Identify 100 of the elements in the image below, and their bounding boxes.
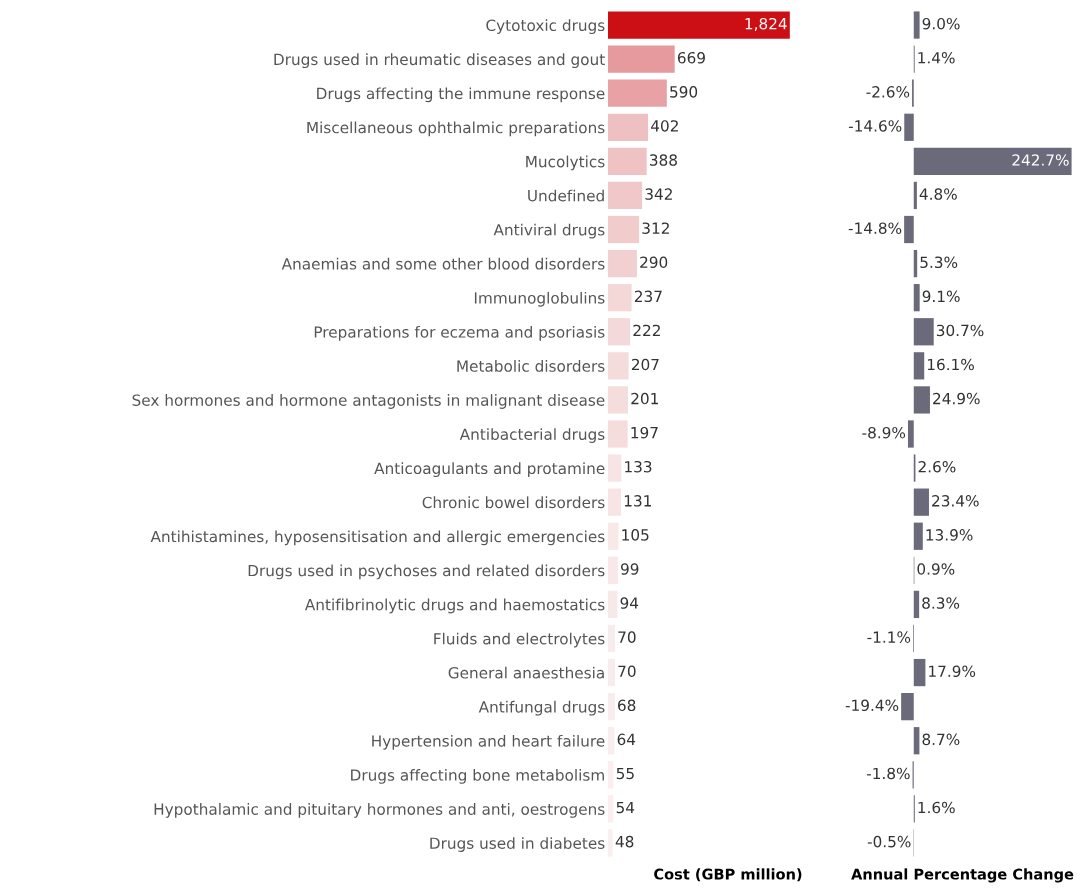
y-tick-label: Undefined <box>528 189 604 202</box>
data-label: 99 <box>621 563 639 575</box>
data-label: 342 <box>645 188 672 200</box>
bar <box>913 284 920 312</box>
y-tick-label: Antifibrinolytic drugs and haemostatics <box>304 598 605 614</box>
data-label: 105 <box>622 529 649 541</box>
data-label: 9.1% <box>922 290 960 303</box>
data-label: 70 <box>618 665 636 677</box>
y-tick-label: Drugs used in diabetes <box>430 837 605 852</box>
y-tick-label: Antiviral drugs <box>493 223 605 239</box>
y-tick-label: Antihistamines, hyposensitisation and allergic emergencies <box>150 530 605 546</box>
data-label: 55 <box>616 767 634 780</box>
bar <box>913 147 1072 175</box>
bar <box>608 249 637 278</box>
y-tick-label: General anaesthesia <box>448 666 604 679</box>
bar <box>608 147 647 175</box>
bar <box>913 386 930 414</box>
y-tick-label: Metabolic disorders <box>457 360 605 372</box>
y-tick-label: Immunoglobulins <box>474 291 605 307</box>
data-label: 1.6% <box>918 801 955 814</box>
data-label: -1.8% <box>866 767 910 780</box>
x-axis-title: Annual Percentage Change <box>851 868 1074 883</box>
bar <box>608 352 629 380</box>
data-label: 13.9% <box>926 529 973 541</box>
data-label: 16.1% <box>927 358 974 371</box>
data-label: 54 <box>616 801 635 814</box>
data-label: 68 <box>618 699 636 712</box>
y-tick-label: Mucolytics <box>526 155 605 171</box>
data-label: 4.8% <box>919 188 957 200</box>
y-tick-label: Preparations for eczema and psoriasis <box>314 325 605 341</box>
data-label: 8.3% <box>922 597 960 609</box>
data-label: 17.9% <box>929 665 976 677</box>
data-label: 388 <box>650 154 677 166</box>
bar <box>608 488 622 516</box>
bar <box>904 215 914 244</box>
data-label: 402 <box>651 120 678 132</box>
y-tick-label: Drugs affecting the immune response <box>317 87 605 103</box>
data-label: 2.6% <box>918 460 956 473</box>
y-tick-label: Anaemias and some other blood disorders <box>281 257 605 270</box>
bar <box>608 45 675 73</box>
bar <box>608 113 649 141</box>
data-label: 237 <box>634 290 662 303</box>
bar <box>913 181 917 210</box>
y-tick-label: Anticoagulants and protamine <box>374 462 605 478</box>
bar <box>904 113 914 141</box>
bar <box>608 386 629 414</box>
y-tick-label: Hypertension and heart failure <box>372 734 605 750</box>
data-label: 30.7% <box>936 324 984 337</box>
data-label: 133 <box>625 460 652 473</box>
bar <box>608 79 667 107</box>
data-label: 5.3% <box>920 256 958 269</box>
y-tick-label: Miscellaneous ophthalmic preparations <box>307 121 605 137</box>
data-label: 94 <box>620 597 639 609</box>
y-tick-label: Drugs used in rheumatic diseases and gout <box>274 53 605 69</box>
data-label: -0.5% <box>867 835 911 848</box>
bar <box>913 658 926 687</box>
y-tick-label: Antibacterial drugs <box>459 428 605 443</box>
y-tick-label: Fluids and electrolytes <box>434 632 605 648</box>
data-label: -19.4% <box>845 699 899 712</box>
data-label: -2.6% <box>866 86 910 98</box>
data-label: 8.7% <box>922 733 960 746</box>
bar <box>913 590 920 619</box>
data-label: 242.7% <box>1012 154 1069 166</box>
data-label: 64 <box>617 733 636 746</box>
data-label: 0.9% <box>917 563 955 575</box>
bar <box>901 693 914 721</box>
y-tick-label: Hypothalamic and pituitary hormones and anti, oestrogens <box>154 803 605 818</box>
data-label: 207 <box>631 358 659 371</box>
data-label: 131 <box>624 495 651 507</box>
y-tick-label: Drugs used in psychoses and related disorders <box>248 564 605 580</box>
bar <box>608 215 640 244</box>
bar <box>608 454 622 482</box>
data-label: -1.1% <box>867 631 911 643</box>
bar <box>608 181 643 210</box>
y-tick-label: Cytotoxic drugs <box>486 19 605 35</box>
bar <box>907 420 914 448</box>
data-label: 24.9% <box>933 392 980 405</box>
data-label: -8.9% <box>862 426 906 439</box>
data-label: 1,824 <box>745 17 787 32</box>
data-label: 23.4% <box>932 495 979 507</box>
bar <box>913 352 925 380</box>
data-label: 669 <box>677 52 705 64</box>
data-label: 9.0% <box>922 17 960 30</box>
y-tick-label: Sex hormones and hormone antagonists in malignant disease <box>132 394 605 409</box>
data-label: 48 <box>615 835 634 848</box>
data-label: -14.8% <box>848 222 902 234</box>
data-label: 222 <box>633 324 660 336</box>
data-label: 590 <box>670 86 698 98</box>
y-tick-label: Chronic bowel disorders <box>422 496 605 509</box>
data-label: 70 <box>618 631 636 643</box>
bar <box>913 488 929 516</box>
y-tick-label: Drugs affecting bone metabolism <box>351 769 604 784</box>
bar <box>913 318 934 346</box>
data-label: 197 <box>631 426 658 439</box>
bar <box>913 522 923 550</box>
data-label: 290 <box>640 256 668 269</box>
data-label: 1.4% <box>918 52 955 64</box>
bar <box>913 11 920 39</box>
bar <box>608 318 631 346</box>
bar <box>608 11 790 39</box>
